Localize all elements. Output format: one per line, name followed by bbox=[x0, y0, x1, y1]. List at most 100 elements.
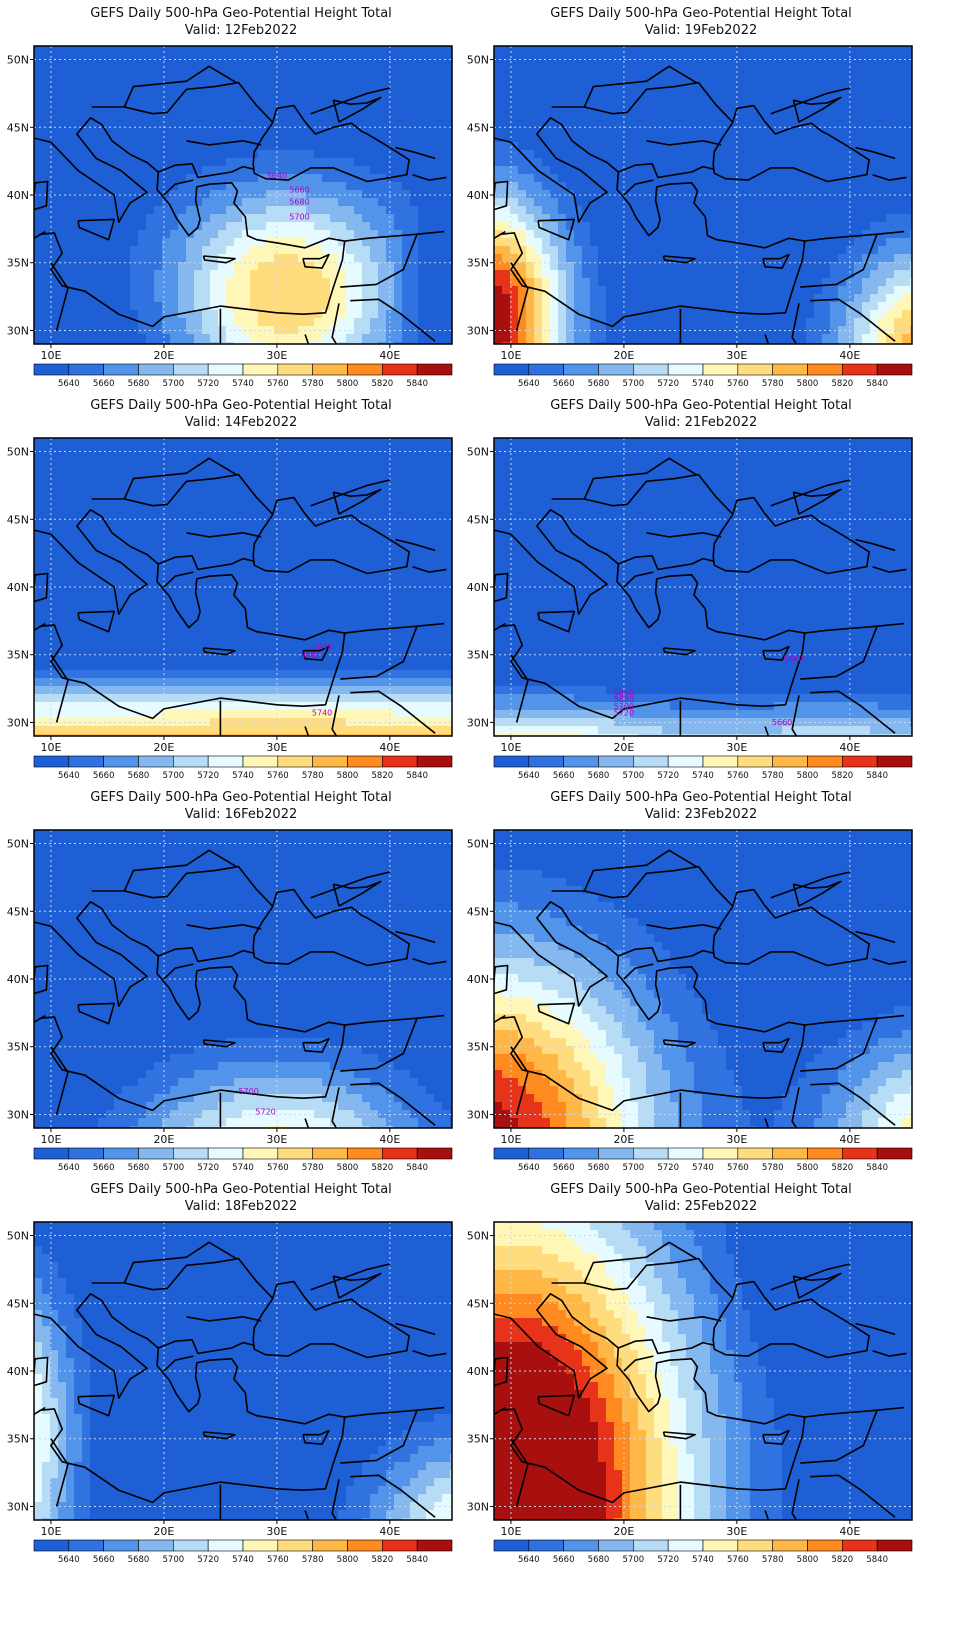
colorbar-label: 5820 bbox=[372, 1555, 394, 1565]
coastline bbox=[302, 645, 330, 661]
y-tick-label: 40N bbox=[467, 1365, 489, 1378]
map-panel-16Feb2022: GEFS Daily 500-hPa Geo-Potential Height … bbox=[0, 784, 482, 1194]
colorbar-swatch bbox=[277, 755, 313, 768]
contour-label: 5720 bbox=[255, 1107, 275, 1116]
coastline bbox=[34, 180, 49, 211]
colorbar-label: 5640 bbox=[518, 771, 540, 781]
y-tick-label: 30N bbox=[467, 1108, 489, 1121]
coastline bbox=[123, 457, 237, 500]
colorbar-label: 5840 bbox=[406, 1555, 428, 1565]
colorbar-swatch bbox=[416, 755, 453, 768]
colorbar-label: 5640 bbox=[58, 1163, 80, 1173]
map-svg: GEFS Daily 500-hPa Geo-Potential Height … bbox=[7, 790, 453, 1173]
colorbar-swatch bbox=[772, 755, 808, 768]
colorbar: 5640 5660 5680 5700 5720 5740 5760 5780 5800 5820… bbox=[33, 1147, 453, 1173]
colorbar-swatch bbox=[876, 363, 913, 376]
colorbar-swatch bbox=[68, 755, 104, 768]
contour-label: 5660 bbox=[301, 650, 321, 659]
coastline bbox=[344, 1014, 445, 1026]
coastline bbox=[344, 622, 445, 634]
coastline bbox=[395, 930, 436, 944]
coastline bbox=[332, 488, 382, 515]
coastline bbox=[494, 572, 509, 603]
coastline bbox=[310, 87, 391, 115]
colorbar: 5640 5660 5680 5700 5720 5740 5760 5780 5800 5820… bbox=[493, 1539, 913, 1565]
x-tick-label: 30E bbox=[266, 349, 287, 362]
coastline bbox=[791, 1087, 800, 1128]
colorbar-swatch bbox=[103, 1147, 139, 1160]
coastline bbox=[792, 488, 842, 515]
panel-title: GEFS Daily 500-hPa Geo-Potential Height … bbox=[90, 790, 392, 805]
colorbar: 5640 5660 5680 5700 5720 5740 5760 5780 5800 5820… bbox=[493, 363, 913, 389]
colorbar-swatch bbox=[633, 755, 669, 768]
plot-area: 5700 5720 bbox=[34, 830, 452, 1128]
colorbar-swatch bbox=[207, 1147, 244, 1160]
coastline bbox=[510, 654, 529, 723]
coastline bbox=[252, 888, 410, 967]
coastline bbox=[770, 479, 851, 507]
colorbar-label: 5780 bbox=[302, 1163, 324, 1173]
coastline bbox=[494, 964, 509, 995]
coastline bbox=[855, 538, 896, 552]
colorbar-label: 5720 bbox=[657, 1555, 679, 1565]
colorbar-label: 5740 bbox=[232, 771, 254, 781]
coastline bbox=[810, 298, 896, 342]
y-tick-label: 50N bbox=[467, 1230, 489, 1243]
colorbar-label: 5700 bbox=[623, 771, 645, 781]
x-tick-label: 40E bbox=[379, 349, 400, 362]
coastline bbox=[202, 255, 236, 264]
map-panel-23Feb2022: GEFS Daily 500-hPa Geo-Potential Height … bbox=[460, 784, 942, 1194]
coastline bbox=[800, 1018, 878, 1072]
contour-label: 5700 bbox=[238, 1087, 258, 1096]
coastline bbox=[77, 1002, 115, 1025]
contour-label: 5660 bbox=[614, 688, 634, 697]
height-field bbox=[494, 46, 912, 344]
map-svg: GEFS Daily 500-hPa Geo-Potential Height … bbox=[7, 6, 453, 389]
colorbar-label: 5800 bbox=[797, 1555, 819, 1565]
colorbar-label: 5640 bbox=[518, 379, 540, 389]
panel-valid-date: Valid: 23Feb2022 bbox=[645, 807, 757, 822]
coastline bbox=[50, 654, 69, 723]
colorbar-swatch bbox=[528, 363, 564, 376]
colorbar-swatch bbox=[312, 363, 348, 376]
coastline bbox=[770, 87, 851, 115]
coastline bbox=[764, 1510, 770, 1520]
coastline bbox=[158, 947, 255, 963]
y-tick-label: 40N bbox=[467, 189, 489, 202]
contour-label: 5640 bbox=[312, 642, 332, 651]
colorbar-label: 5700 bbox=[163, 1163, 185, 1173]
colorbar-swatch bbox=[807, 1147, 843, 1160]
x-tick-label: 30E bbox=[726, 349, 747, 362]
coastline bbox=[791, 1479, 800, 1520]
contour-label: 5700 bbox=[289, 212, 309, 221]
coastline bbox=[91, 81, 273, 123]
colorbar-swatch bbox=[563, 755, 599, 768]
colorbar-swatch bbox=[667, 1539, 704, 1552]
colorbar-label: 5720 bbox=[197, 1555, 219, 1565]
colorbar-label: 5740 bbox=[232, 1555, 254, 1565]
y-tick-label: 45N bbox=[467, 905, 489, 918]
colorbar-label: 5700 bbox=[163, 379, 185, 389]
colorbar-swatch bbox=[68, 363, 104, 376]
coastline bbox=[310, 479, 391, 507]
coastline bbox=[551, 1257, 733, 1299]
coastline bbox=[762, 1429, 790, 1445]
axes: 10E 20E 30E 40E 50N 45N 40N 35N 30N bbox=[467, 437, 913, 754]
panel-valid-date: Valid: 12Feb2022 bbox=[185, 23, 297, 38]
colorbar-label: 5760 bbox=[727, 1555, 749, 1565]
height-field bbox=[494, 438, 912, 736]
colorbar-swatch bbox=[347, 1539, 383, 1552]
colorbar-label: 5660 bbox=[93, 1555, 115, 1565]
colorbar-swatch bbox=[598, 755, 634, 768]
map-panel-21Feb2022: GEFS Daily 500-hPa Geo-Potential Height … bbox=[460, 392, 942, 802]
colorbar-swatch bbox=[103, 755, 139, 768]
x-tick-label: 10E bbox=[500, 349, 521, 362]
coastline bbox=[872, 565, 907, 573]
panel-title: GEFS Daily 500-hPa Geo-Potential Height … bbox=[550, 398, 852, 413]
x-tick-label: 10E bbox=[500, 741, 521, 754]
plot-area bbox=[494, 46, 912, 344]
coastline bbox=[646, 1316, 722, 1322]
coastline bbox=[792, 880, 842, 907]
coastline bbox=[510, 262, 529, 331]
